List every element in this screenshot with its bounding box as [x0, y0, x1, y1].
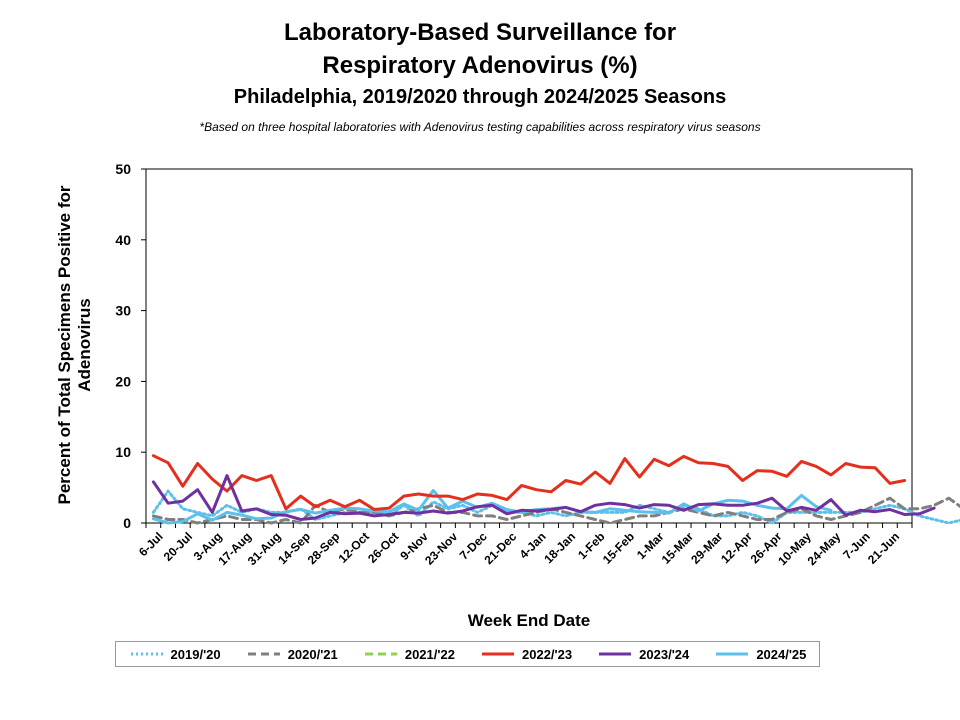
y-tick-label: 30 [115, 303, 131, 319]
y-axis-label-line2: Adenovirus [75, 298, 94, 392]
x-tick-label: 12-Oct [336, 529, 372, 565]
legend-swatch [716, 652, 749, 656]
x-tick-label: 20-Jul [161, 529, 195, 563]
legend-swatch [482, 652, 514, 656]
legend-item: 2023/'24 [597, 647, 689, 662]
x-tick-label: 21-Jun [865, 529, 902, 566]
legend: 2019/'20 2020/'21 2021/'22 2022/'23 2023/'24… [115, 641, 820, 667]
legend-item: 2022/'23 [480, 647, 572, 662]
x-tick-label: 23-Nov [422, 529, 460, 567]
x-tick-label: 28-Sep [305, 529, 343, 567]
y-tick-label: 20 [115, 373, 131, 389]
series-line-5 [151, 488, 833, 525]
x-tick-label: 24-May [805, 529, 844, 568]
y-axis-label-line1: Percent of Total Specimens Positive for [55, 185, 74, 505]
chart-title-line1: Laboratory-Based Surveillance for [283, 19, 677, 46]
legend-item: 2021/'22 [363, 647, 455, 662]
x-tick-label: 15-Mar [659, 529, 696, 566]
x-axis-label: Week End Date [467, 611, 591, 630]
x-tick-label: 29-Mar [688, 529, 725, 566]
chart-title-line2: Respiratory Adenovirus (%) [322, 52, 638, 79]
y-tick-label: 40 [115, 232, 131, 248]
x-tick-label: 26-Oct [365, 529, 401, 565]
x-tick-label: 21-Dec [482, 529, 520, 567]
legend-item: 2020/'21 [246, 647, 338, 662]
legend-swatch [247, 652, 280, 656]
legend-item: 2019/'20 [129, 647, 221, 662]
x-tick-label: 12-Apr [718, 529, 755, 566]
y-tick-label: 10 [115, 444, 131, 460]
x-tick-label: 14-Sep [275, 529, 313, 567]
legend-label: 2020/'21 [287, 646, 338, 662]
legend-label: 2023/'24 [639, 646, 690, 662]
x-tick-label: 18-Jan [541, 529, 578, 566]
legend-label: 2019/'20 [170, 646, 221, 662]
series-line-0 [151, 489, 960, 525]
y-tick-label: 0 [123, 515, 131, 531]
legend-label: 2021/'22 [404, 646, 455, 662]
plot-area [145, 168, 913, 524]
series-line-4 [151, 474, 936, 521]
legend-item: 2024/'25 [714, 647, 806, 662]
x-tick-label: 31-Aug [245, 529, 284, 568]
series-line-3 [151, 454, 907, 511]
legend-swatch [130, 652, 163, 656]
legend-label: 2024/'25 [756, 646, 807, 662]
y-tick-label: 50 [115, 161, 131, 177]
chart-subtitle: Philadelphia, 2019/2020 through 2024/202… [233, 86, 727, 108]
legend-label: 2022/'23 [522, 646, 573, 662]
legend-swatch [599, 652, 632, 656]
legend-swatch [364, 652, 397, 656]
x-tick-label: 15-Feb [600, 529, 637, 566]
chart-footnote: *Based on three hospital laboratories wi… [199, 120, 761, 134]
